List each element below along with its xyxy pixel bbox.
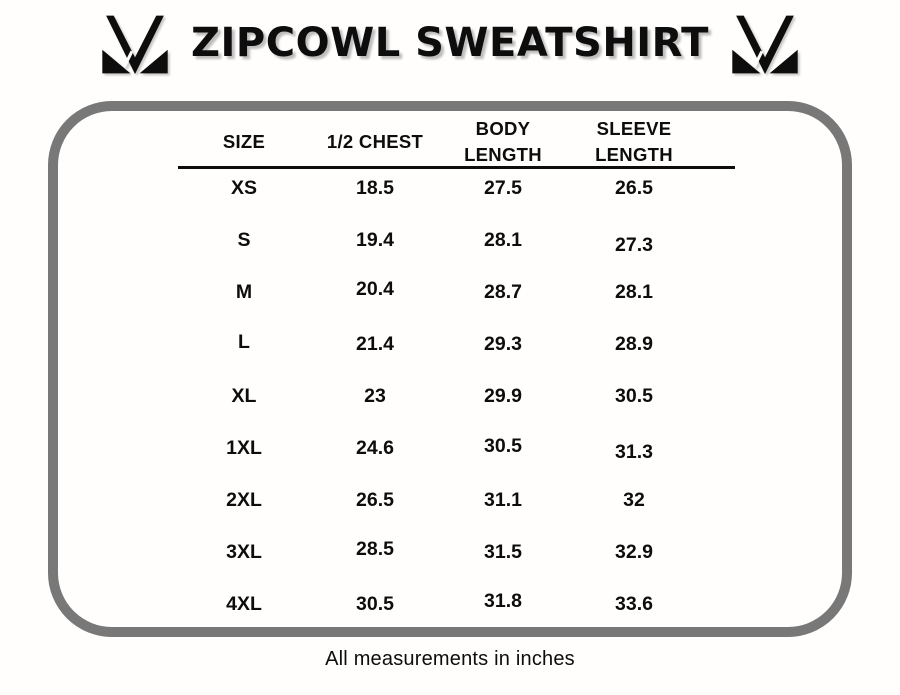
body-length-cell: 29.3 xyxy=(484,333,522,355)
body-length-cell: 27.5 xyxy=(484,177,522,199)
column-header-line: SLEEVE xyxy=(596,118,672,139)
m-monogram-icon xyxy=(102,15,168,75)
brand-m-monogram-icon xyxy=(727,13,803,79)
sleeve-length-cell: 27.3 xyxy=(615,234,653,256)
size-cell: 3XL xyxy=(226,541,262,563)
half-chest-cell: 23 xyxy=(364,385,386,407)
masthead: ZIPCOWL SWEATSHIRT xyxy=(0,10,900,76)
size-chart-frame xyxy=(48,101,852,637)
sleeve-length-cell: 28.1 xyxy=(615,281,653,303)
sleeve-length-cell: 26.5 xyxy=(615,177,653,199)
column-header-line: LENGTH xyxy=(595,144,673,165)
size-cell: XL xyxy=(231,385,257,407)
half-chest-cell: 26.5 xyxy=(356,489,394,511)
column-header-size: SIZE xyxy=(169,118,319,166)
size-cell: S xyxy=(237,229,251,251)
sleeve-length-cell: 32.9 xyxy=(615,541,653,563)
column-header-sleeve-length: SLEEVE LENGTH xyxy=(559,118,709,166)
column-sleeve-length: 26.5 27.3 28.1 28.9 30.5 31.3 32 32.9 33… xyxy=(559,162,709,630)
column-header-line: BODY xyxy=(475,118,531,139)
body-length-cell: 28.7 xyxy=(484,281,522,303)
size-cell: 1XL xyxy=(226,437,262,459)
half-chest-cell: 18.5 xyxy=(356,177,394,199)
size-cell: XS xyxy=(230,177,257,199)
body-length-cell: 31.8 xyxy=(484,590,522,612)
page-title: ZIPCOWL SWEATSHIRT xyxy=(191,20,709,66)
table-header-rule xyxy=(178,166,735,169)
body-length-cell: 28.1 xyxy=(484,229,522,251)
column-header-half-chest: 1/2 CHEST xyxy=(300,118,450,166)
half-chest-cell: 28.5 xyxy=(356,538,394,560)
half-chest-cell: 24.6 xyxy=(356,437,394,459)
half-chest-cell: 30.5 xyxy=(356,593,394,615)
half-chest-cell: 20.4 xyxy=(356,278,394,300)
body-length-cell: 31.1 xyxy=(484,489,522,511)
column-header-line: SIZE xyxy=(222,131,266,152)
column-size: XS S M L XL 1XL 2XL 3XL 4XL xyxy=(169,162,319,630)
m-monogram-icon xyxy=(732,15,798,75)
half-chest-cell: 21.4 xyxy=(356,333,394,355)
size-cell: 2XL xyxy=(226,489,262,511)
size-cell: L xyxy=(238,331,250,353)
column-header-body-length: BODY LENGTH xyxy=(428,118,578,166)
column-body-length: 27.5 28.1 28.7 29.3 29.9 30.5 31.1 31.5 … xyxy=(428,162,578,630)
body-length-cell: 29.9 xyxy=(484,385,522,407)
sleeve-length-cell: 28.9 xyxy=(615,333,653,355)
column-header-line: LENGTH xyxy=(464,144,542,165)
sleeve-length-cell: 32 xyxy=(623,489,645,511)
sleeve-length-cell: 30.5 xyxy=(615,385,653,407)
measurements-footnote: All measurements in inches xyxy=(325,648,575,670)
sleeve-length-cell: 31.3 xyxy=(615,441,653,463)
size-cell: 4XL xyxy=(226,593,262,615)
brand-m-monogram-icon xyxy=(97,13,173,79)
column-half-chest: 18.5 19.4 20.4 21.4 23 24.6 26.5 28.5 30… xyxy=(300,162,450,630)
size-cell: M xyxy=(235,281,253,303)
half-chest-cell: 19.4 xyxy=(356,229,394,251)
column-header-line: 1/2 CHEST xyxy=(326,131,424,152)
body-length-cell: 30.5 xyxy=(484,435,522,457)
body-length-cell: 31.5 xyxy=(484,541,522,563)
sleeve-length-cell: 33.6 xyxy=(615,593,653,615)
